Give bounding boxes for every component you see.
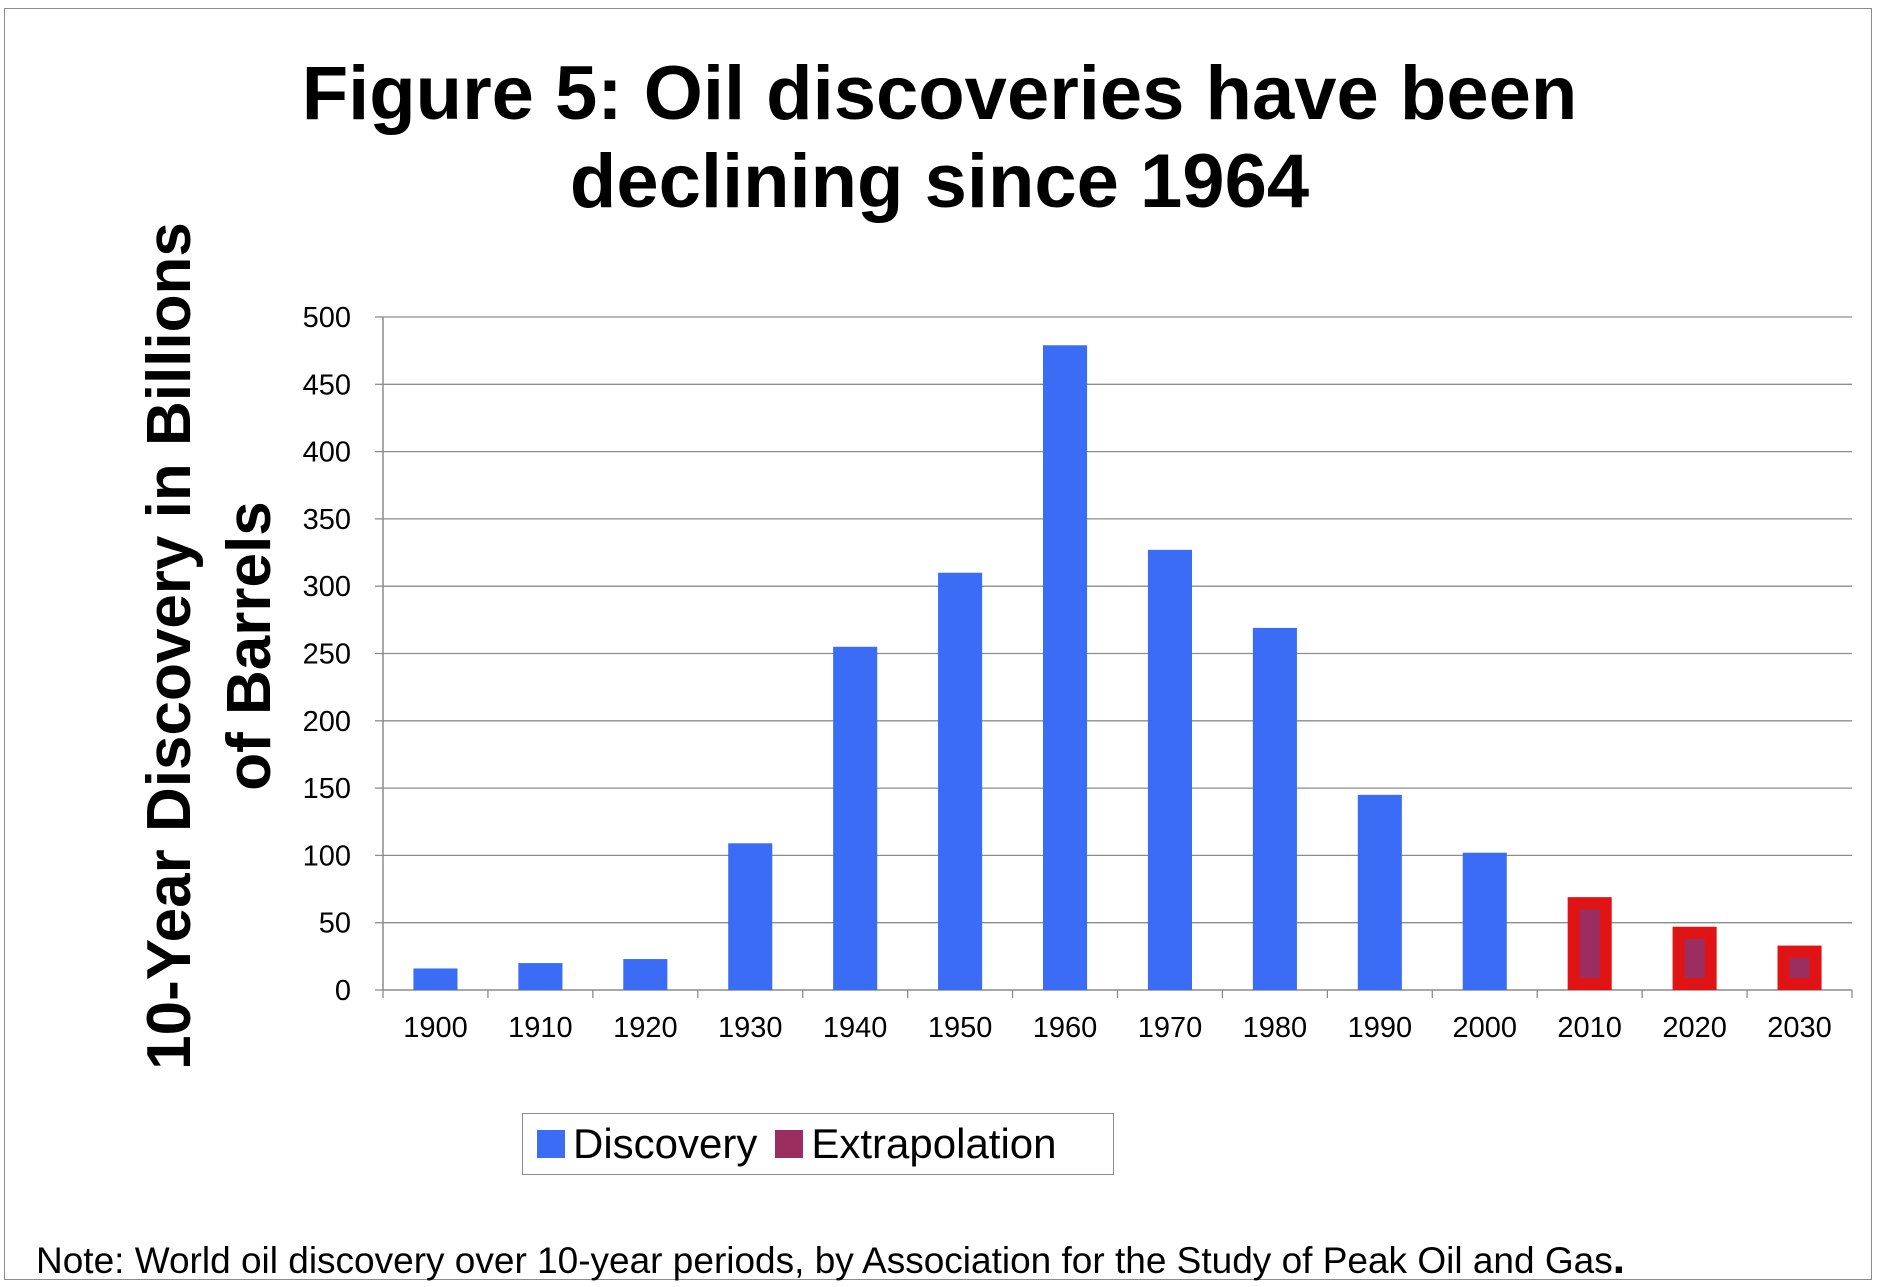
y-tick-label-150: 150 (303, 773, 351, 805)
bars (413, 345, 1822, 990)
bar-discovery-2000 (1462, 852, 1507, 990)
axes (382, 317, 1853, 998)
y-tick-label-300: 300 (303, 571, 351, 603)
y-tick-label-200: 200 (303, 706, 351, 738)
x-tick-label-1970: 1970 (1138, 1012, 1203, 1044)
x-tick-label-1930: 1930 (718, 1012, 783, 1044)
y-tick-label-500: 500 (303, 302, 351, 334)
chart-title-line-2: declining since 1964 (569, 139, 1310, 224)
bar-discovery-1910 (518, 963, 563, 990)
bar-discovery-1990 (1357, 794, 1402, 990)
x-tick-label-1900: 1900 (403, 1012, 468, 1044)
x-tick-label-1950: 1950 (928, 1012, 993, 1044)
bar-discovery-1900 (413, 968, 458, 990)
legend-label-discovery: Discovery (573, 1120, 758, 1167)
x-tick-label-1920: 1920 (613, 1012, 678, 1044)
legend-label-extrapolation: Extrapolation (811, 1120, 1057, 1167)
y-tick-label-400: 400 (303, 437, 351, 469)
legend-swatch-discovery (537, 1130, 565, 1158)
bar-discovery-1930 (728, 843, 773, 990)
y-tick-label-50: 50 (319, 908, 351, 940)
x-tick-label-1910: 1910 (508, 1012, 573, 1044)
source-note-text: Note: World oil discovery over 10-year p… (36, 1240, 1613, 1281)
gridlines (375, 316, 1852, 991)
y-tick-label-250: 250 (303, 639, 351, 671)
legend-swatch-extrapolation (775, 1130, 804, 1158)
y-tick-label-350: 350 (303, 504, 351, 536)
source-note-period: . (1612, 1234, 1625, 1283)
y-tick-label-0: 0 (335, 975, 351, 1007)
bar-discovery-1980 (1252, 627, 1297, 990)
tick-labels: 0 50 100 150 200 250 300 350 400 450 500 1900 1910 19… (303, 302, 1832, 1044)
bar-discovery-1940 (833, 646, 878, 990)
x-tick-label-2020: 2020 (1662, 1012, 1727, 1044)
chart-frame (4, 8, 1872, 1280)
bar-discovery-1960 (1043, 345, 1088, 990)
x-tick-label-2010: 2010 (1557, 1012, 1622, 1044)
legend-entry-extrapolation: Extrapolation (775, 1120, 1057, 1168)
bar-extrapolation-2020 (1684, 938, 1705, 978)
x-tick-label-1990: 1990 (1348, 1012, 1413, 1044)
bar-discovery-1970 (1147, 549, 1192, 990)
chart-title-line-1: Figure 5: Oil discoveries have been (301, 51, 1578, 136)
bar-discovery-1950 (938, 572, 983, 990)
source-note: Note: World oil discovery over 10-year p… (36, 1234, 1625, 1284)
bar-discovery-1920 (623, 959, 668, 990)
x-tick-label-2000: 2000 (1452, 1012, 1517, 1044)
x-tick-label-1960: 1960 (1033, 1012, 1098, 1044)
bar-extrapolation-2030 (1789, 957, 1810, 978)
legend-entry-discovery: Discovery (537, 1120, 757, 1168)
x-tick-label-1940: 1940 (823, 1012, 888, 1044)
x-tick-label-1980: 1980 (1243, 1012, 1308, 1044)
y-tick-label-100: 100 (303, 840, 351, 872)
legend: Discovery Extrapolation (522, 1113, 1114, 1175)
bar-extrapolation-2010 (1579, 909, 1600, 978)
x-tick-label-2030: 2030 (1767, 1012, 1832, 1044)
y-tick-label-450: 450 (303, 369, 351, 401)
chart-title: Figure 5: Oil discoveries have been decl… (0, 50, 1879, 226)
